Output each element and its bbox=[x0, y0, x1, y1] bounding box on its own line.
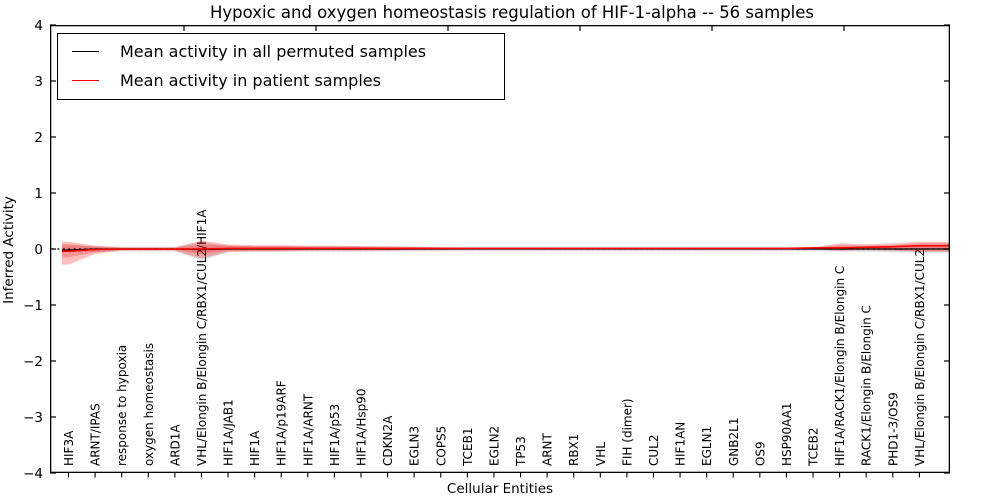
y-tick-label: 4 bbox=[34, 18, 43, 34]
patient-line-swatch bbox=[72, 80, 99, 81]
x-tick-label: ARD1A bbox=[168, 424, 182, 466]
x-tick-label: HIF1A/RACK1/Elongin B/Elongin C bbox=[833, 266, 847, 466]
x-tick-label: EGLN1 bbox=[700, 426, 714, 466]
x-tick-label: HSP90AA1 bbox=[780, 402, 794, 466]
x-tick-label: PHD1-3/OS9 bbox=[886, 392, 900, 466]
y-tick-label: 0 bbox=[34, 242, 43, 258]
x-tick-label: EGLN3 bbox=[408, 426, 422, 466]
x-tick-label: TCEB1 bbox=[461, 428, 475, 467]
chart-title: Hypoxic and oxygen homeostasis regulatio… bbox=[209, 3, 815, 22]
legend: Mean activity in all permuted samples Me… bbox=[57, 33, 505, 100]
x-tick-label: HIF1A/p53 bbox=[328, 404, 342, 466]
x-tick-label: HIF1A/JAB1 bbox=[222, 399, 236, 466]
x-tick-label: VHL/Elongin B/Elongin C/RBX1/CUL2/HIF1A bbox=[195, 209, 209, 466]
legend-item-permuted: Mean activity in all permuted samples bbox=[58, 37, 504, 66]
x-tick-label: oxygen homeostasis bbox=[142, 343, 156, 466]
x-tick-label: RBX1 bbox=[567, 434, 581, 466]
x-tick-label: CUL2 bbox=[647, 435, 661, 466]
x-tick-label: VHL/Elongin B/Elongin C/RBX1/CUL2 bbox=[913, 249, 927, 466]
y-tick-label: 1 bbox=[34, 186, 43, 202]
y-tick-label: −1 bbox=[23, 298, 43, 314]
chart-band-patient-samples-range-outer bbox=[62, 240, 950, 265]
y-tick-label: −2 bbox=[23, 354, 43, 370]
x-tick-label: HIF1A/Hsp90 bbox=[354, 388, 368, 466]
chart-band-patient-samples-range-inner bbox=[62, 243, 950, 258]
y-tick-label: −4 bbox=[23, 466, 43, 482]
x-tick-label: response to hypoxia bbox=[115, 345, 129, 466]
x-tick-label: OS9 bbox=[753, 441, 767, 466]
x-tick-label: FIH (dimer) bbox=[620, 398, 634, 466]
legend-item-patient: Mean activity in patient samples bbox=[58, 66, 504, 95]
x-tick-label: GNB2L1 bbox=[727, 418, 741, 466]
x-tick-label: EGLN2 bbox=[487, 426, 501, 466]
y-tick-label: −3 bbox=[23, 410, 43, 426]
y-tick-label: 3 bbox=[34, 74, 43, 90]
permuted-line-swatch bbox=[72, 51, 99, 52]
chart-band-permuted-samples-range bbox=[62, 242, 950, 261]
x-axis-label: Cellular Entities bbox=[446, 481, 554, 497]
x-tick-label: ARNT bbox=[541, 432, 555, 466]
y-tick-label: 2 bbox=[34, 130, 43, 146]
x-tick-label: ARNT/IPAS bbox=[89, 403, 103, 466]
x-tick-label: HIF1A bbox=[248, 430, 262, 466]
y-axis-label: Inferred Activity bbox=[1, 196, 17, 304]
x-tick-label: TCEB2 bbox=[807, 428, 821, 467]
x-tick-label: COPS5 bbox=[434, 426, 448, 466]
x-tick-label: HIF1AN bbox=[674, 422, 688, 466]
x-tick-label: VHL bbox=[594, 442, 608, 466]
legend-label-permuted: Mean activity in all permuted samples bbox=[120, 42, 427, 61]
x-tick-label: RACK1/Elongin B/Elongin C bbox=[860, 305, 874, 466]
legend-label-patient: Mean activity in patient samples bbox=[120, 71, 381, 90]
x-tick-label: TP53 bbox=[514, 436, 528, 467]
x-tick-label: HIF3A bbox=[62, 430, 76, 466]
x-tick-label: HIF1A/p19ARF bbox=[275, 380, 289, 466]
patient-mean-line bbox=[62, 244, 950, 253]
x-tick-label: HIF1A/ARNT bbox=[301, 393, 315, 466]
x-tick-label: CDKN2A bbox=[381, 415, 395, 466]
